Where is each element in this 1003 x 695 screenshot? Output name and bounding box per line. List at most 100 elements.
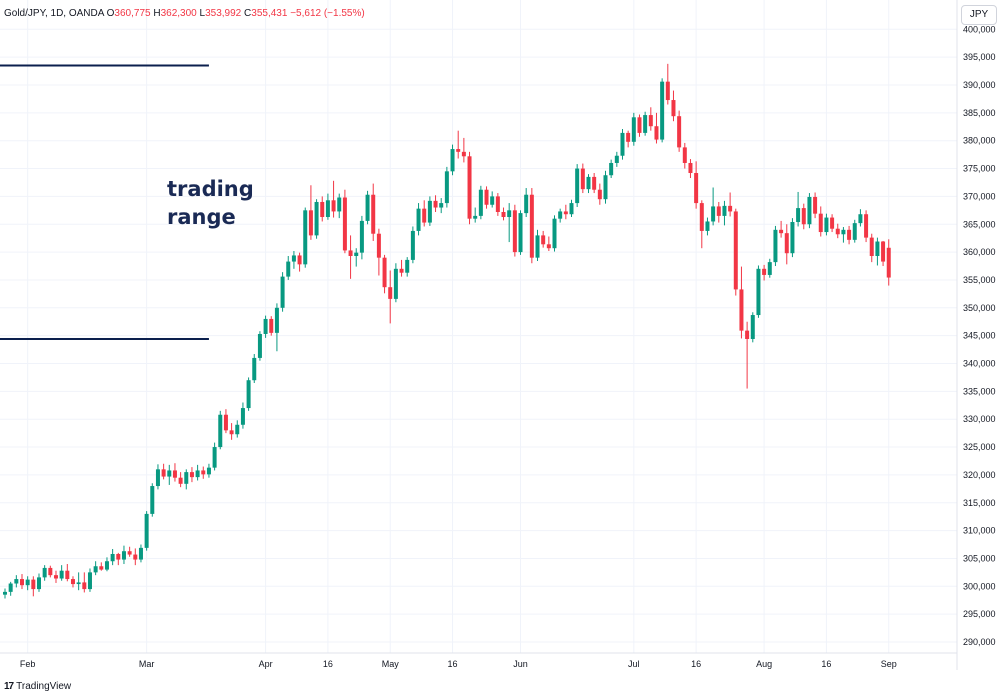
candle-body — [359, 220, 364, 253]
candle-body — [31, 579, 36, 590]
candle-body — [507, 210, 512, 218]
candle-body — [82, 582, 87, 590]
candle — [274, 303, 279, 352]
candle-body — [841, 229, 846, 235]
price-tick-label: 385,000 — [963, 108, 996, 118]
candle — [291, 250, 296, 269]
candle — [501, 207, 506, 221]
candle-body — [393, 268, 398, 299]
candle — [711, 187, 716, 226]
price-tick-label: 350,000 — [963, 303, 996, 313]
candle-body — [133, 554, 138, 560]
candle — [212, 442, 217, 471]
candle — [779, 220, 784, 238]
candle-body — [167, 470, 172, 477]
candle-body — [291, 255, 296, 262]
candle-body — [694, 173, 699, 204]
candle — [167, 464, 172, 485]
candle — [82, 572, 87, 593]
candle-body — [150, 486, 155, 514]
candle-body — [25, 579, 30, 586]
candle — [507, 203, 512, 243]
low-value: 353,992 — [205, 8, 242, 19]
candle-body — [127, 551, 132, 555]
candle-body — [858, 214, 863, 224]
candle-body — [189, 472, 194, 478]
candle — [597, 183, 602, 205]
candle — [490, 191, 495, 208]
candle-body — [320, 201, 325, 218]
candle — [399, 259, 404, 277]
candle-body — [274, 307, 279, 333]
price-tick-label: 315,000 — [963, 498, 996, 508]
candle — [184, 469, 189, 490]
candle-body — [869, 237, 874, 256]
candle-body — [461, 151, 466, 157]
candle-body — [229, 430, 234, 435]
candle-body — [490, 196, 495, 205]
candle-body — [444, 171, 449, 204]
tradingview-logo-icon: 17 — [4, 681, 14, 692]
candle-body — [354, 252, 359, 256]
candle-body — [864, 214, 869, 238]
candle — [416, 203, 421, 236]
candle — [682, 142, 687, 169]
candle — [393, 263, 398, 303]
candle-body — [104, 561, 109, 570]
candle — [161, 463, 166, 480]
candle — [189, 467, 194, 483]
open-label: O — [106, 8, 115, 19]
candle-body — [603, 175, 608, 200]
candle — [172, 463, 177, 482]
candle — [269, 316, 274, 336]
candle — [784, 224, 789, 265]
candle — [660, 78, 665, 143]
time-tick-label: 16 — [448, 659, 458, 669]
price-tick-label: 320,000 — [963, 470, 996, 480]
candle-body — [138, 547, 143, 560]
annotation-line-2: range — [167, 205, 236, 229]
currency-button[interactable]: JPY — [961, 5, 997, 25]
price-tick-label: 325,000 — [963, 442, 996, 452]
candle — [813, 192, 818, 219]
price-tick-label: 295,000 — [963, 609, 996, 619]
candle — [745, 321, 750, 389]
candle-body — [42, 567, 47, 578]
price-axis[interactable]: 290,000 295,000 300,000 305,000 310,000 315,0… — [963, 24, 996, 647]
candle — [325, 193, 330, 220]
price-tick-label: 300,000 — [963, 581, 996, 591]
candle — [76, 572, 81, 591]
candle — [320, 196, 325, 222]
candle — [671, 90, 676, 122]
candle — [756, 265, 761, 318]
candle-body — [631, 117, 636, 142]
candle-body — [382, 257, 387, 288]
candle-body — [835, 228, 840, 235]
time-tick-label: Feb — [20, 659, 36, 669]
candle-body — [223, 414, 228, 431]
candle — [518, 210, 523, 255]
candle-body — [643, 115, 648, 133]
candle — [427, 196, 432, 226]
candle-body — [388, 287, 393, 299]
symbol-title: Gold/JPY, 1D, OANDA — [4, 8, 104, 19]
candle — [8, 581, 13, 596]
candle-body — [886, 247, 891, 278]
candle-body — [807, 196, 812, 225]
trading-range-lines[interactable] — [0, 64, 209, 340]
candle — [206, 463, 211, 478]
candle-body — [535, 235, 540, 258]
candle — [36, 573, 41, 592]
candle — [580, 163, 585, 194]
time-axis[interactable]: Feb Mar Apr 16 May 16 Jun Jul 16 Aug 16 Sep — [20, 659, 897, 669]
candle — [801, 203, 806, 230]
candle — [201, 466, 206, 479]
candle-body — [796, 208, 801, 223]
candle-body — [439, 203, 444, 208]
candle — [31, 576, 36, 597]
candle-body — [881, 241, 886, 262]
candle — [473, 207, 478, 223]
candle — [93, 561, 98, 576]
tradingview-brand[interactable]: 17 TradingView — [4, 681, 71, 692]
